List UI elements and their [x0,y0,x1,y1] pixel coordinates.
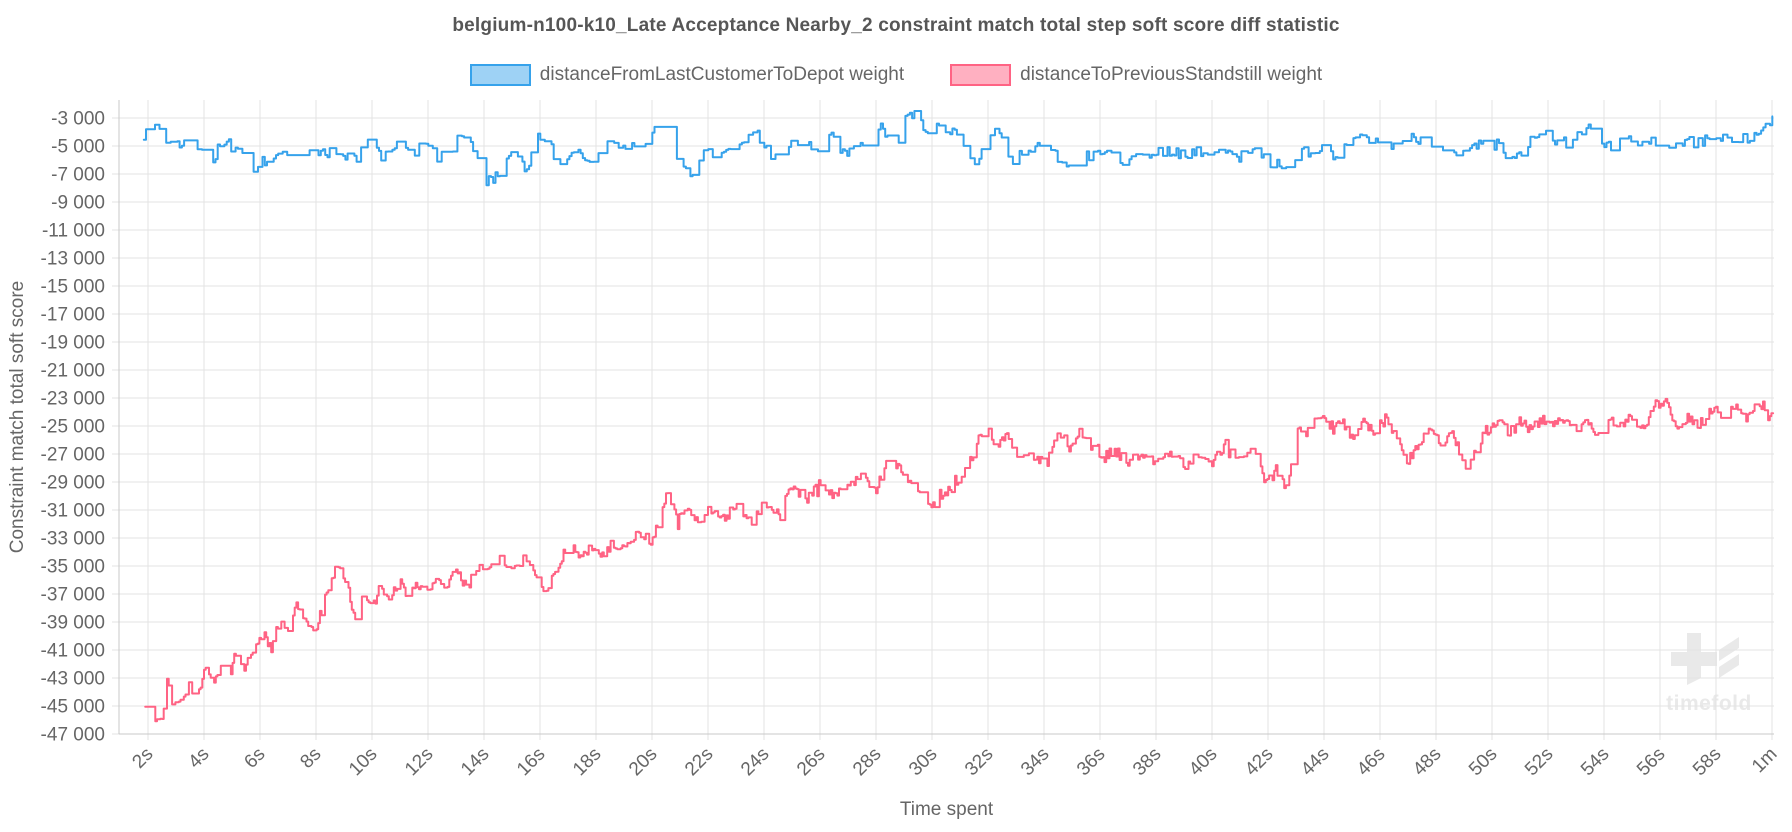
y-tick-label: -35 000 [41,557,105,578]
y-tick-label: -45 000 [41,697,105,718]
x-tick-label: 1m [1748,744,1782,778]
x-tick-label: 20s [625,744,662,781]
y-tick-label: -21 000 [41,361,105,382]
y-tick-label: -37 000 [41,585,105,606]
x-tick-label: 50s [1465,744,1502,781]
y-tick-label: -29 000 [41,473,105,494]
x-tick-label: 12s [401,744,438,781]
x-tick-label: 26s [793,744,830,781]
y-tick-label: -9 000 [51,193,105,214]
legend: distanceFromLastCustomerToDepot weight d… [0,64,1792,86]
x-tick-label: 38s [1129,744,1166,781]
y-tick-label: -11 000 [42,221,105,242]
timefold-watermark-text: timefold [1666,692,1752,715]
x-tick-label: 8s [296,744,325,773]
x-tick-label: 52s [1521,744,1558,781]
x-tick-label: 58s [1689,744,1726,781]
legend-label-pink: distanceToPreviousStandstill weight [1020,64,1323,85]
gridlines [112,100,1774,740]
series-line-1[interactable] [144,397,1775,723]
x-tick-label: 42s [1241,744,1278,781]
x-tick-label: 18s [569,744,606,781]
y-tick-label: -39 000 [41,613,105,634]
y-axis-title: Constraint match total soft score [7,280,28,554]
chart-title: belgium-n100-k10_Late Acceptance Nearby_… [452,15,1340,36]
x-tick-label: 32s [961,744,998,781]
x-tick-label: 6s [240,744,269,773]
y-tick-label: -17 000 [41,305,105,326]
x-tick-label: 10s [345,744,382,781]
y-tick-label: -43 000 [41,669,105,690]
x-tick-label: 48s [1409,744,1446,781]
x-tick-label: 28s [849,744,886,781]
y-tick-label: -23 000 [41,389,105,410]
x-tick-label: 54s [1577,744,1614,781]
legend-label-blue: distanceFromLastCustomerToDepot weight [539,64,905,85]
x-tick-label: 24s [737,744,774,781]
x-tick-label: 40s [1185,744,1222,781]
x-tick-label: 14s [457,744,494,781]
x-tick-label: 56s [1633,744,1670,781]
y-tick-label: -25 000 [41,417,105,438]
series-line-0[interactable] [142,110,1774,187]
timefold-watermark: timefold [1666,633,1752,715]
x-axis-title: Time spent [899,799,994,820]
y-tick-label: -5 000 [51,137,105,158]
y-tick-label: -3 000 [51,109,105,130]
y-tick-label: -27 000 [41,445,105,466]
y-tick-label: -13 000 [41,249,105,270]
x-tick-label: 2s [128,744,157,773]
x-tick-label: 34s [1017,744,1054,781]
x-tick-label: 22s [681,744,718,781]
y-tick-label: -33 000 [41,529,105,550]
x-tick-label: 16s [513,744,550,781]
legend-item-distance-to-previous-standstill[interactable]: distanceToPreviousStandstill weight [950,64,1322,86]
x-tick-label: 46s [1353,744,1390,781]
x-tick-label: 44s [1297,744,1334,781]
y-tick-label: -19 000 [41,333,105,354]
x-tick-label: 30s [905,744,942,781]
y-tick-label: -15 000 [41,277,105,298]
y-tick-label: -7 000 [51,165,105,186]
x-tick-label: 36s [1073,744,1110,781]
x-tick-label: 4s [184,744,213,773]
y-tick-label: -41 000 [41,641,105,662]
legend-swatch-pink [950,64,1012,86]
legend-item-distance-from-last-customer-to-depot[interactable]: distanceFromLastCustomerToDepot weight [469,64,905,86]
axis-tick-labels: -3 000 -5 000 -7 000 -9 000 -11 000 -13 000 -1… [41,109,1782,781]
y-tick-label: -47 000 [41,725,105,746]
y-tick-label: -31 000 [41,501,105,522]
legend-swatch-blue [469,64,531,86]
